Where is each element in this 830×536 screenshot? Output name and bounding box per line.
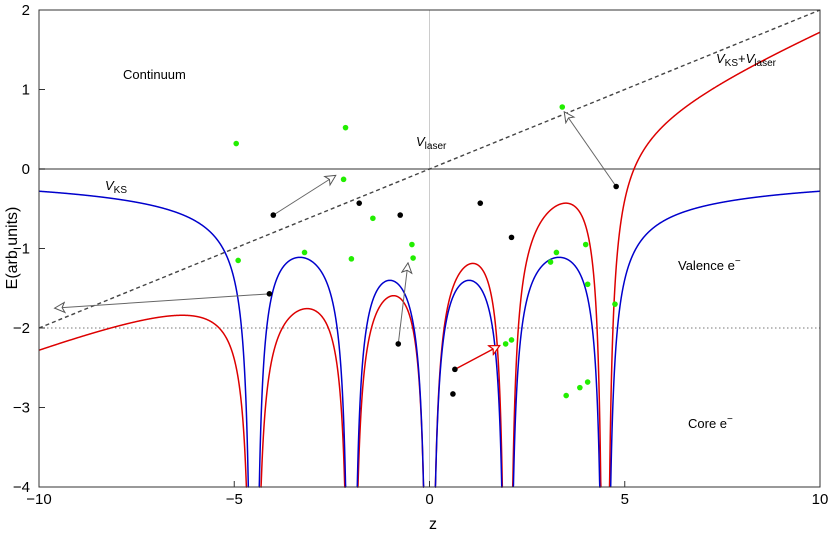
green-point [409, 241, 415, 248]
green-point [342, 124, 349, 131]
black-point [508, 234, 515, 241]
y-tick: −1 [13, 241, 45, 258]
black-point [356, 200, 363, 206]
x-tick: 10 [812, 481, 829, 508]
green-point [582, 241, 589, 248]
x-tick-label: 10 [812, 491, 829, 508]
green-point [348, 256, 355, 262]
x-tick-label: 5 [621, 491, 629, 508]
v-laser-line [38, 9, 821, 329]
valence-label: Valence e− [678, 256, 741, 273]
green-point [508, 337, 515, 343]
transition-arrows [55, 112, 617, 370]
green-point [410, 255, 416, 261]
continuum-label: Continuum [123, 67, 186, 82]
y-tick: −4 [13, 479, 45, 496]
green-point [301, 249, 308, 256]
x-tick: 5 [621, 481, 629, 508]
green-point [547, 259, 554, 265]
transition-arrow [273, 175, 335, 216]
green-point [553, 249, 560, 256]
y-tick: −2 [13, 320, 45, 337]
green-point [577, 384, 583, 391]
green-point [233, 140, 240, 147]
x-tick: 0 [425, 481, 434, 508]
green-point [584, 379, 591, 385]
black-point [397, 212, 404, 218]
x-axis-label: z [429, 516, 437, 533]
black-point [477, 200, 484, 206]
v-ks-curve [38, 190, 821, 488]
red-transition-arrow [454, 345, 500, 370]
x-tick-label: −10 [26, 491, 51, 508]
y-tick-label: 2 [22, 2, 30, 19]
y-axis-ticks: 2 1 0 −1 −2 −3 −4 [13, 2, 45, 496]
v-ks-laser-label: VKS+Vlaser [716, 51, 777, 69]
x-tick: −5 [226, 481, 243, 508]
y-tick-label: −2 [13, 320, 30, 337]
transition-arrow [564, 112, 617, 187]
green-point [559, 104, 566, 110]
v-ks-laser-curve [38, 31, 821, 488]
black-point [395, 341, 402, 347]
y-tick-label: −1 [13, 241, 30, 258]
x-tick-label: 0 [425, 491, 433, 508]
green-point [370, 215, 376, 222]
black-point [270, 212, 277, 218]
x-tick-label: −5 [226, 491, 243, 508]
y-tick: −3 [13, 400, 45, 417]
black-point [613, 183, 619, 190]
green-point [235, 257, 241, 264]
y-tick-label: −4 [13, 479, 30, 496]
green-point [502, 341, 509, 347]
black-point [450, 391, 456, 397]
y-tick: 0 [22, 161, 45, 178]
green-point [612, 301, 618, 307]
green-electron-points [233, 104, 618, 399]
transition-arrow [55, 293, 270, 308]
black-point [266, 291, 273, 297]
v-ks-label: VKS [105, 178, 127, 196]
black-electron-points [266, 183, 619, 397]
x-tick: −10 [26, 481, 52, 508]
y-tick: 1 [22, 82, 45, 99]
black-point [452, 366, 458, 373]
y-tick-label: 0 [22, 161, 30, 178]
y-tick: 2 [22, 2, 45, 19]
y-axis-label: E(arb units) [4, 207, 21, 290]
core-label: Core e− [688, 414, 733, 431]
green-point [563, 392, 569, 399]
y-tick-label: 1 [22, 82, 30, 99]
transition-arrow [397, 263, 408, 344]
green-point [340, 176, 347, 183]
x-axis-ticks: −10 −5 0 5 10 [26, 481, 828, 508]
green-point [584, 281, 591, 288]
y-tick-label: −3 [13, 400, 30, 417]
v-laser-label: Vlaser [416, 134, 447, 152]
